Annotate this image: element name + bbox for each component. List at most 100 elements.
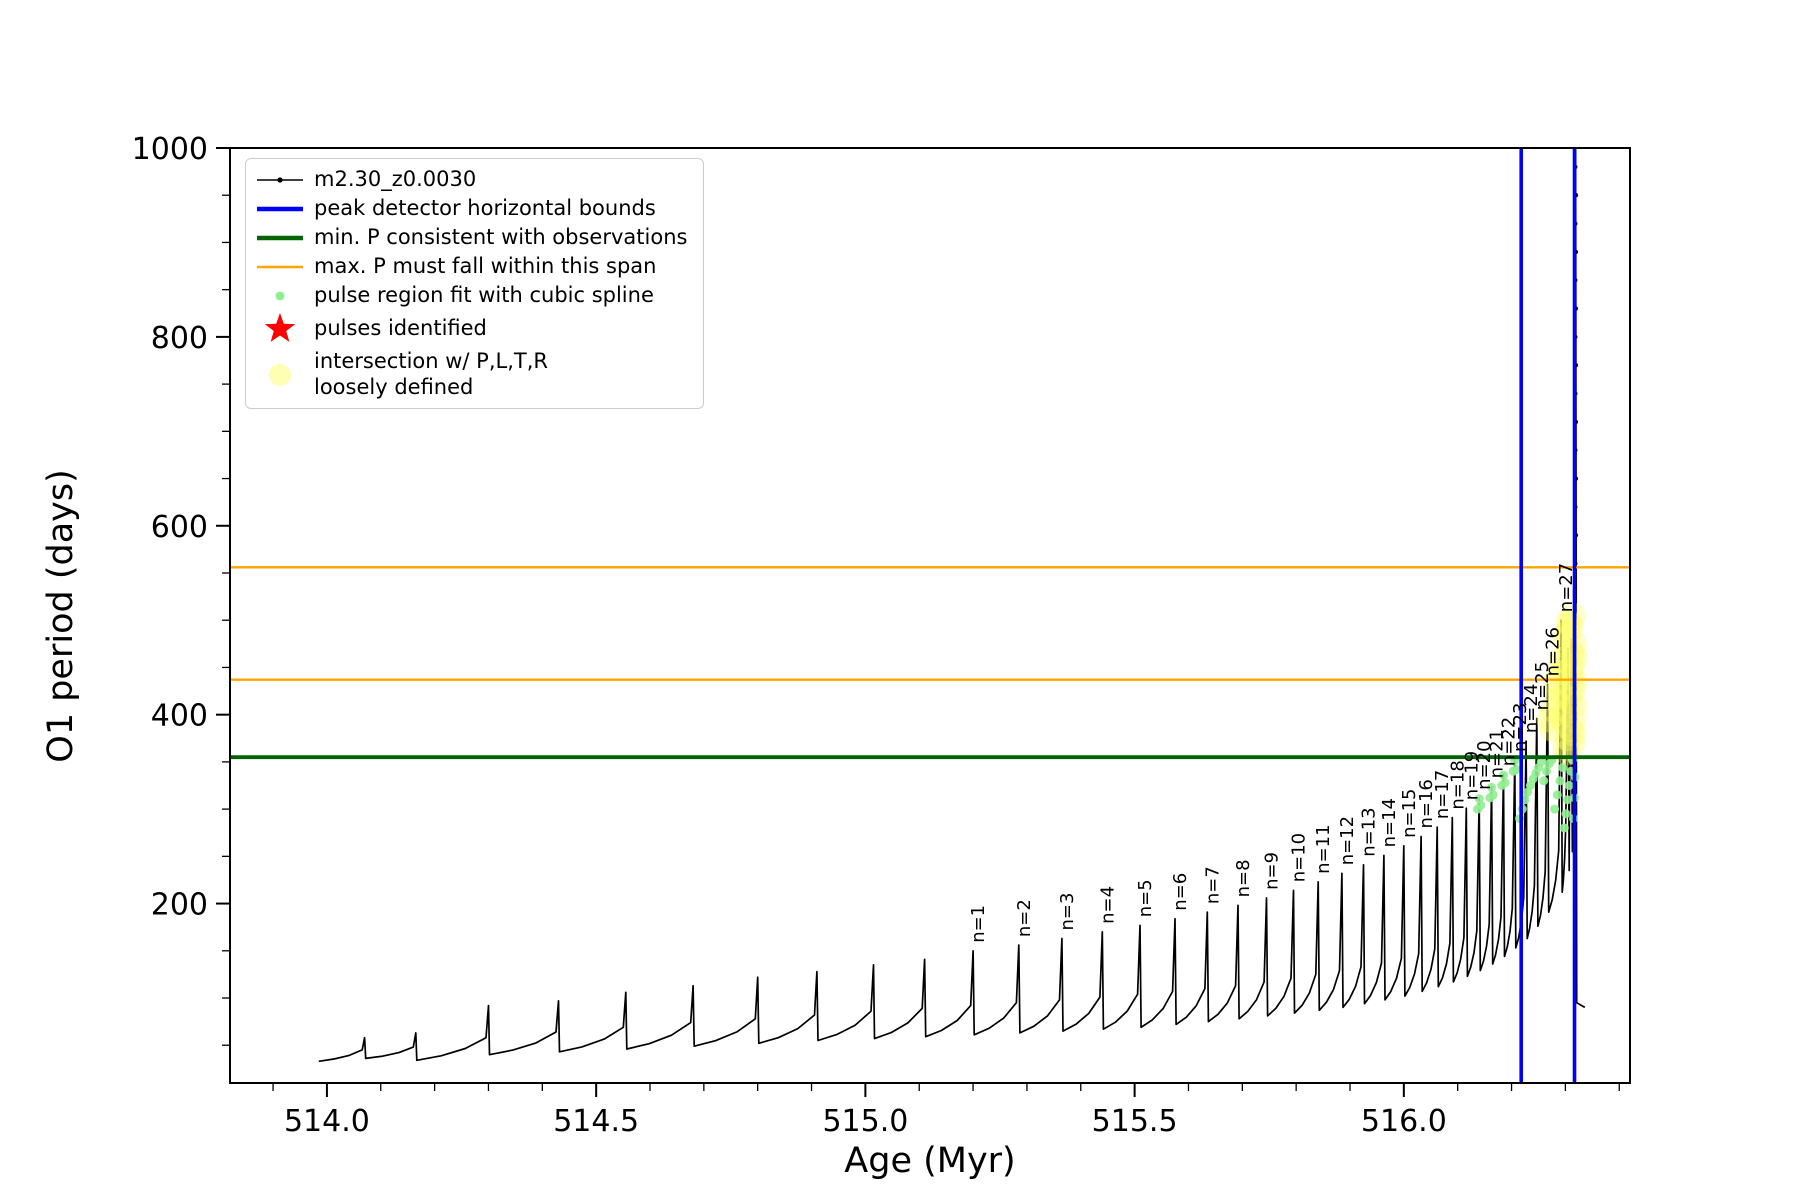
pulse-fit-point bbox=[1539, 776, 1549, 786]
pulse-label: n=17 bbox=[1432, 770, 1453, 819]
pulse-fit-point bbox=[1564, 781, 1574, 790]
legend-item: m2.30_z0.0030 bbox=[254, 167, 687, 193]
intersection-point bbox=[1545, 678, 1572, 705]
pulse-label: n=22 bbox=[1499, 717, 1520, 766]
pulse-label: n=2 bbox=[1014, 899, 1035, 937]
pulse-label: n=3 bbox=[1057, 893, 1078, 931]
pulse-label: n=1 bbox=[968, 905, 989, 943]
intersection-point bbox=[1559, 730, 1586, 756]
intersection-point bbox=[1542, 668, 1569, 695]
legend-item-label: peak detector horizontal bounds bbox=[314, 196, 656, 221]
pulse-label: n=9 bbox=[1262, 852, 1283, 890]
pulse-fit-point bbox=[1550, 804, 1560, 814]
pulse-fit-point bbox=[1563, 795, 1572, 805]
green-dot-icon bbox=[254, 283, 306, 309]
y-axis-label: O1 period (days) bbox=[41, 469, 81, 762]
pulse-fit-point bbox=[1499, 770, 1508, 780]
pulse-label: n=24 bbox=[1521, 684, 1542, 733]
intersection-point bbox=[1540, 696, 1566, 723]
intersection-point bbox=[1536, 706, 1563, 733]
intersection-point bbox=[1552, 626, 1579, 653]
intersection-point bbox=[1557, 715, 1584, 742]
pulse-label: n=8 bbox=[1233, 859, 1254, 897]
pulse-fit-point bbox=[1558, 763, 1568, 773]
intersection-point bbox=[1559, 678, 1586, 705]
pulse-label: n=6 bbox=[1170, 873, 1191, 911]
line-dot-marker-icon bbox=[254, 167, 306, 193]
x-tick-label: 515.5 bbox=[1092, 1104, 1178, 1139]
pulse-fit-point bbox=[1500, 778, 1510, 788]
pulse-label: n=23 bbox=[1510, 703, 1531, 752]
intersection-point bbox=[1551, 711, 1578, 738]
pulse-fit-point bbox=[1487, 782, 1497, 792]
legend-item: peak detector horizontal bounds bbox=[254, 196, 687, 222]
pulse-fit-point bbox=[1536, 757, 1546, 767]
intersection-point bbox=[1538, 715, 1565, 742]
legend-item: min. P consistent with observations bbox=[254, 225, 687, 251]
pulse-fit-point bbox=[1552, 790, 1562, 800]
intersection-point bbox=[1550, 701, 1577, 728]
y-tick-label: 800 bbox=[151, 321, 208, 356]
y-tick-label: 200 bbox=[151, 888, 208, 923]
intersection-point bbox=[1558, 654, 1585, 681]
intersection-point bbox=[1548, 646, 1575, 673]
green-line-icon bbox=[254, 225, 306, 251]
pulse-label: n=15 bbox=[1399, 788, 1420, 837]
yellow-circle-icon bbox=[254, 360, 306, 390]
pulse-label: n=25 bbox=[1532, 661, 1553, 710]
legend-item-label: pulses identified bbox=[314, 316, 487, 341]
y-tick-label: 1000 bbox=[132, 132, 208, 167]
pulse-fit-point bbox=[1561, 809, 1571, 819]
pulse-label: n=20 bbox=[1474, 740, 1495, 789]
legend-item-label: pulse region fit with cubic spline bbox=[314, 283, 654, 308]
pulse-label: n=18 bbox=[1447, 760, 1468, 809]
pulse-label: n=26 bbox=[1543, 627, 1564, 676]
pulse-label: n=13 bbox=[1359, 807, 1380, 856]
legend-item-label: max. P must fall within this span bbox=[314, 254, 657, 279]
pulse-label: n=4 bbox=[1097, 886, 1118, 924]
pulse-fit-point bbox=[1555, 776, 1565, 786]
pulse-label: n=5 bbox=[1135, 879, 1156, 917]
blue-line-icon bbox=[254, 196, 306, 222]
intersection-point bbox=[1557, 663, 1584, 690]
y-tick-label: 600 bbox=[151, 510, 208, 545]
x-tick-label: 514.5 bbox=[553, 1104, 639, 1139]
orange-line-icon bbox=[254, 254, 306, 280]
pulse-fit-point bbox=[1488, 790, 1498, 800]
pulse-label: n=7 bbox=[1202, 866, 1223, 904]
legend-item-label: intersection w/ P,L,T,R loosely defined bbox=[314, 349, 548, 399]
red-star-icon bbox=[254, 312, 306, 346]
pulse-label: n=11 bbox=[1313, 824, 1334, 873]
legend-item: pulse region fit with cubic spline bbox=[254, 283, 687, 309]
pulse-label: n=14 bbox=[1379, 798, 1400, 847]
legend-item: intersection w/ P,L,T,R loosely defined bbox=[254, 349, 687, 400]
pulse-fit-point bbox=[1542, 766, 1551, 776]
x-tick-label: 515.0 bbox=[822, 1104, 908, 1139]
pulse-label: n=21 bbox=[1487, 729, 1508, 778]
pulse-fit-point bbox=[1511, 764, 1521, 774]
intersection-point bbox=[1551, 682, 1578, 709]
pulse-fit-point bbox=[1476, 800, 1486, 810]
series-line bbox=[318, 148, 1586, 1063]
intersection-point bbox=[1552, 734, 1579, 761]
intersection-point bbox=[1543, 687, 1570, 714]
x-axis-label: Age (Myr) bbox=[844, 1141, 1015, 1181]
intersection-point bbox=[1557, 611, 1584, 638]
x-tick-label: 514.0 bbox=[284, 1104, 370, 1139]
generated-plot-elements: n=1 n=2 n=3 n=4 n=5 n=6 n=7 n=8 n=9 n=10 n=11 n=12 n… bbox=[132, 132, 1631, 1139]
pulse-label: n=10 bbox=[1289, 833, 1310, 882]
pulse-label: n=19 bbox=[1461, 751, 1482, 800]
pulse-label: n=16 bbox=[1416, 779, 1437, 828]
y-tick-label: 400 bbox=[151, 699, 208, 734]
intersection-point bbox=[1558, 640, 1585, 667]
pulse-fit-point bbox=[1559, 823, 1569, 833]
legend-item-label: m2.30_z0.0030 bbox=[314, 167, 477, 192]
axes-spine bbox=[229, 147, 1631, 1084]
legend-item: pulses identified bbox=[254, 312, 687, 346]
pulse-label: n=27 bbox=[1556, 563, 1577, 612]
legend-item-label: min. P consistent with observations bbox=[314, 225, 688, 250]
legend-item: max. P must fall within this span bbox=[254, 254, 687, 280]
